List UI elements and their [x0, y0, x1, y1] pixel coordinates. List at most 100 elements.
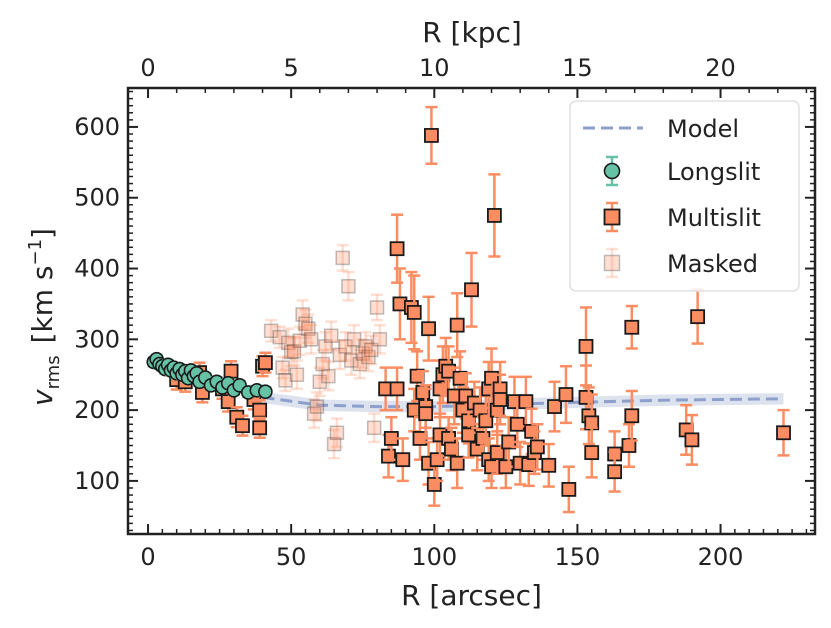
multislit-point	[235, 414, 250, 437]
masked-marker	[312, 374, 328, 390]
masked-marker	[303, 332, 319, 347]
multislit-point	[518, 375, 534, 428]
multislit-point	[684, 413, 700, 466]
multislit-marker	[449, 317, 465, 333]
longslit-point	[258, 384, 273, 400]
masked-marker	[346, 332, 362, 347]
masked-point	[303, 323, 319, 355]
multislit-marker	[578, 338, 594, 354]
multislit-marker	[418, 406, 434, 422]
multislit-marker	[424, 128, 439, 143]
multislit-marker	[684, 432, 700, 448]
masked-marker	[321, 368, 336, 384]
masked-marker	[332, 347, 348, 363]
multislit-point	[421, 295, 436, 362]
masked-point	[312, 366, 328, 398]
masked-point	[292, 325, 307, 357]
legend-multislit-swatch	[603, 208, 621, 226]
masked-point	[272, 325, 287, 350]
masked-point	[318, 330, 333, 362]
masked-marker	[364, 342, 379, 358]
masked-marker	[369, 300, 385, 315]
masked-marker	[286, 344, 302, 359]
multislit-marker	[383, 431, 399, 446]
legend-longslit-swatch	[603, 162, 621, 180]
multislit-point	[776, 408, 791, 457]
multislit-point	[464, 251, 479, 328]
masked-marker	[372, 332, 388, 347]
x-axis-title: R [arcsec]	[401, 579, 542, 612]
y-tick-label: 100	[74, 467, 120, 495]
masked-point	[344, 345, 359, 376]
masked-marker	[289, 367, 305, 382]
masked-point	[278, 368, 293, 393]
multislit-marker	[257, 355, 273, 371]
x2-tick-label: 5	[284, 54, 299, 82]
multislit-point	[389, 366, 405, 412]
multislit-marker	[776, 425, 791, 441]
y-axis-symbol: v	[26, 389, 59, 406]
y-axis-units: [km s	[26, 266, 59, 344]
masked-marker	[318, 339, 333, 354]
legend-masked-swatch	[603, 254, 621, 272]
multislit-point	[547, 380, 562, 433]
masked-point	[286, 335, 302, 367]
top-x-axis-title: R [kpc]	[422, 16, 522, 49]
masked-point	[335, 243, 350, 272]
multislit-marker	[389, 241, 405, 257]
masked-point	[295, 299, 310, 330]
masked-point	[309, 391, 325, 422]
masked-point	[321, 360, 336, 392]
y-tick-label: 500	[74, 184, 120, 212]
multislit-marker	[690, 309, 706, 325]
legend-entry: Multislit	[603, 201, 761, 233]
multislit-point	[220, 390, 236, 413]
y-axis-title: vrms [km s−1]	[25, 228, 64, 406]
y-tick-label: 600	[74, 113, 120, 141]
multislit-point	[389, 213, 405, 284]
y-tick-label: 400	[74, 255, 120, 283]
multislit-marker	[421, 321, 436, 337]
multislit-point	[252, 416, 268, 439]
multislit-marker	[489, 445, 505, 460]
multislit-point	[621, 423, 637, 468]
multislit-point	[395, 437, 411, 483]
multislit-marker	[529, 439, 545, 455]
masked-point	[332, 339, 348, 371]
masked-marker	[292, 333, 307, 348]
plot-area	[146, 105, 791, 514]
masked-point	[329, 417, 345, 449]
masked-marker	[301, 321, 316, 336]
masked-marker	[335, 250, 350, 266]
multislit-point	[624, 389, 640, 442]
multislit-marker	[464, 282, 479, 298]
masked-point	[301, 313, 316, 345]
masked-marker	[344, 353, 359, 368]
legend-entry: Model	[583, 115, 739, 143]
masked-marker	[326, 436, 342, 452]
multislit-marker	[584, 445, 600, 460]
longslit-marker	[258, 384, 273, 400]
x2-tick-label: 20	[705, 54, 736, 82]
multislit-marker	[541, 457, 557, 473]
masked-point	[306, 398, 322, 430]
masked-point	[372, 323, 388, 355]
multislit-point	[449, 437, 465, 490]
multislit-marker	[509, 416, 525, 432]
legend-entry: Longslit	[603, 155, 760, 187]
multislit-point	[561, 465, 577, 514]
masked-point	[364, 334, 379, 366]
masked-point	[358, 330, 373, 362]
multislit-marker	[624, 319, 640, 335]
legend-label: Multislit	[667, 204, 761, 232]
x2-tick-label: 15	[562, 54, 593, 82]
multislit-point	[624, 304, 640, 350]
y-axis-exponent: −1	[25, 239, 46, 266]
masked-point	[289, 359, 305, 391]
masked-marker	[338, 339, 353, 354]
masked-marker	[329, 425, 345, 441]
multislit-point	[486, 173, 502, 258]
multislit-marker	[518, 394, 534, 410]
legend: Model Longslit Multislit Masked	[569, 100, 800, 292]
